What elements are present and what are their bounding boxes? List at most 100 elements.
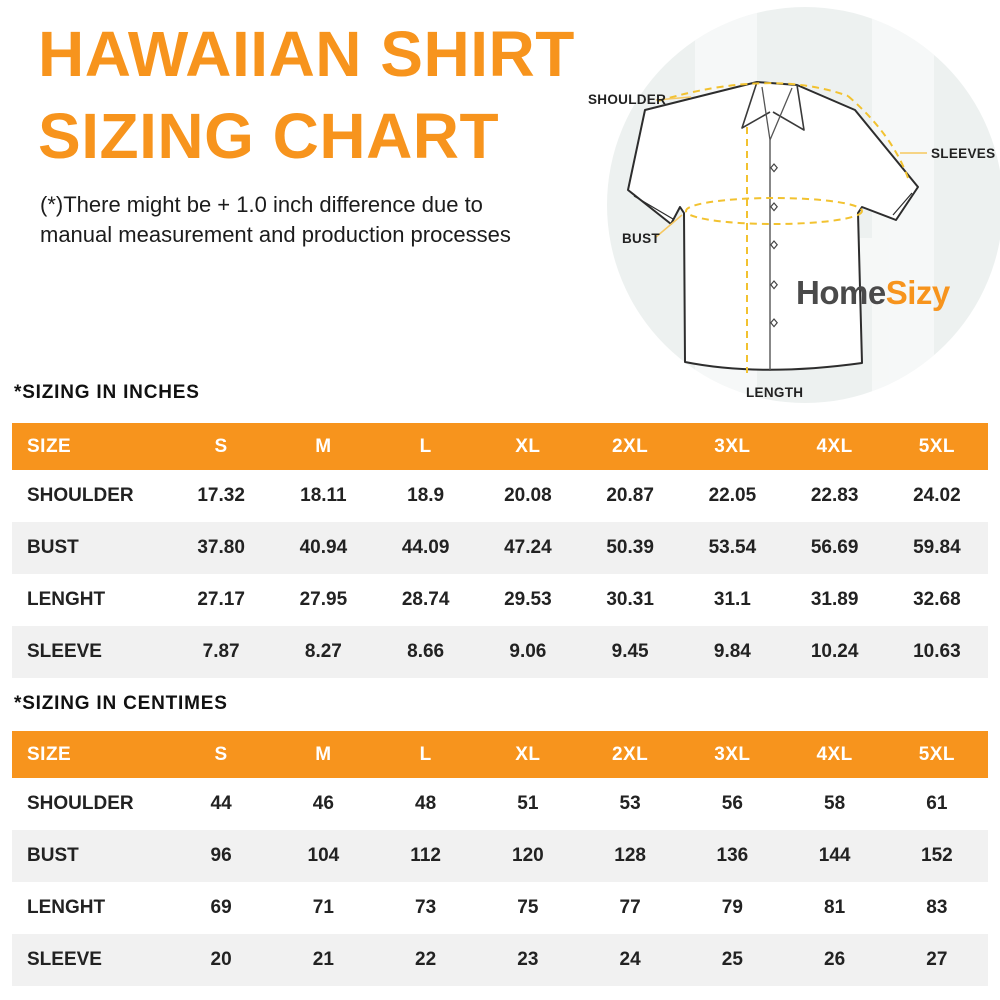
table-cell: 23 bbox=[517, 949, 539, 970]
row-label: LENGHT bbox=[27, 589, 106, 610]
column-header: 2XL bbox=[611, 743, 649, 765]
table-cell: 20 bbox=[210, 949, 232, 970]
page-title-line1: HAWAIIAN SHIRT bbox=[38, 18, 575, 90]
disclaimer-line2: manual measurement and production proces… bbox=[40, 221, 511, 247]
table-cell: 9.45 bbox=[611, 641, 649, 662]
table-cell: 83 bbox=[926, 897, 948, 918]
table-cell: 96 bbox=[210, 845, 232, 866]
table-cell: 128 bbox=[614, 845, 646, 866]
table-cell: 136 bbox=[716, 845, 749, 866]
table-cell: 9.84 bbox=[713, 641, 751, 662]
column-header: 5XL bbox=[918, 435, 956, 457]
table-cell: 24 bbox=[619, 949, 641, 970]
column-header: XL bbox=[515, 435, 541, 457]
table-cell: 37.80 bbox=[197, 537, 245, 558]
length-label: LENGTH bbox=[746, 385, 804, 400]
table-cell: 53.54 bbox=[708, 537, 757, 558]
table-cell: 46 bbox=[312, 793, 334, 814]
bust-label: BUST bbox=[622, 231, 660, 246]
column-header: L bbox=[419, 743, 432, 765]
collar-right-lapel bbox=[772, 84, 805, 131]
table-cell: 81 bbox=[824, 897, 846, 918]
table-cell: 31.1 bbox=[713, 589, 751, 610]
table-cell: 32.68 bbox=[913, 589, 961, 610]
column-header: SIZE bbox=[27, 743, 72, 765]
table-cell: 10.63 bbox=[913, 641, 961, 662]
table-cell: 18.11 bbox=[300, 485, 347, 506]
table-cell: 10.24 bbox=[810, 641, 859, 662]
column-header: S bbox=[214, 435, 228, 457]
table-cell: 31.89 bbox=[810, 589, 859, 610]
column-header: S bbox=[214, 743, 228, 765]
measurement-dashed-lines bbox=[657, 82, 909, 373]
shoulder-label: SHOULDER bbox=[588, 92, 667, 107]
table-cell: 69 bbox=[210, 897, 232, 918]
collar-left-lapel bbox=[741, 81, 771, 129]
table-cell: 22.05 bbox=[708, 485, 757, 506]
row-label: SHOULDER bbox=[27, 793, 134, 814]
centimeters-sizing-table: SIZE S M L XL 2XL 3XL 4XL 5XL SHOULDER 44 46 48 51 53 5… bbox=[12, 731, 988, 986]
table-cell: 26 bbox=[824, 949, 846, 970]
centimeters-section-heading: *SIZING IN CENTIMES bbox=[14, 693, 228, 714]
table-row: BUST 37.80 40.94 44.09 47.24 50.39 53.54 56.69 5… bbox=[12, 522, 988, 574]
column-header: 4XL bbox=[816, 743, 853, 765]
table-header-row: SIZE S M L XL 2XL 3XL 4XL 5XL bbox=[12, 731, 988, 778]
table-cell: 20.08 bbox=[504, 485, 552, 506]
table-row: LENGHT 27.17 27.95 28.74 29.53 30.31 31.1 31.89… bbox=[12, 574, 988, 626]
row-label: SLEEVE bbox=[27, 641, 102, 662]
table-cell: 152 bbox=[921, 845, 953, 866]
table-cell: 21 bbox=[312, 949, 334, 970]
logo-part-sizy: Sizy bbox=[885, 274, 951, 311]
buttons bbox=[770, 163, 778, 328]
table-cell: 22.83 bbox=[810, 485, 859, 506]
table-cell: 75 bbox=[517, 897, 539, 918]
sleeves-label: SLEEVES bbox=[931, 146, 996, 161]
table-cell: 79 bbox=[721, 897, 743, 918]
table-cell: 50.39 bbox=[606, 537, 654, 558]
row-label: BUST bbox=[27, 537, 79, 558]
column-header: M bbox=[315, 743, 332, 765]
page-title-line2: SIZING CHART bbox=[38, 99, 500, 172]
row-label: LENGHT bbox=[27, 897, 106, 918]
shirt-measurement-diagram bbox=[570, 0, 1000, 412]
column-header: SIZE bbox=[27, 435, 72, 457]
page-title: HAWAIIAN SHIRT SIZING CHART bbox=[38, 14, 575, 178]
table-cell: 9.06 bbox=[509, 641, 547, 662]
logo-part-home: Home bbox=[796, 274, 886, 311]
table-row: SLEEVE 20 21 22 23 24 25 26 27 bbox=[12, 934, 988, 986]
table-row: BUST 96 104 112 120 128 136 144 152 bbox=[12, 830, 988, 882]
row-label: BUST bbox=[27, 845, 79, 866]
inches-section-heading: *SIZING IN INCHES bbox=[14, 382, 200, 403]
table-cell: 24.02 bbox=[913, 485, 961, 506]
table-cell: 27.95 bbox=[299, 589, 348, 610]
shirt-illustration bbox=[607, 7, 1000, 403]
table-cell: 120 bbox=[512, 845, 544, 866]
table-cell: 18.9 bbox=[407, 485, 445, 506]
table-cell: 7.87 bbox=[202, 641, 240, 662]
table-cell: 58 bbox=[824, 793, 846, 814]
column-header: 4XL bbox=[816, 435, 853, 457]
table-cell: 48 bbox=[415, 793, 437, 814]
column-header: 3XL bbox=[714, 743, 751, 765]
table-cell: 40.94 bbox=[299, 537, 348, 558]
row-label: SLEEVE bbox=[27, 949, 102, 970]
table-cell: 44.09 bbox=[401, 537, 450, 558]
table-cell: 30.31 bbox=[606, 589, 654, 610]
table-cell: 51 bbox=[517, 793, 539, 814]
table-cell: 27.17 bbox=[197, 589, 245, 610]
column-header: 5XL bbox=[918, 743, 956, 765]
table-cell: 25 bbox=[721, 949, 743, 970]
table-cell: 59.84 bbox=[913, 537, 961, 558]
table-cell: 47.24 bbox=[504, 537, 552, 558]
homesizy-logo: HomeSizy bbox=[796, 274, 950, 312]
row-label: SHOULDER bbox=[27, 485, 134, 506]
table-cell: 22 bbox=[415, 949, 437, 970]
column-header: M bbox=[315, 435, 332, 457]
table-cell: 112 bbox=[410, 845, 441, 866]
table-cell: 73 bbox=[415, 897, 437, 918]
table-cell: 44 bbox=[210, 793, 232, 814]
table-cell: 71 bbox=[312, 897, 334, 918]
table-cell: 8.66 bbox=[407, 641, 445, 662]
table-cell: 8.27 bbox=[304, 641, 342, 662]
table-cell: 20.87 bbox=[606, 485, 654, 506]
